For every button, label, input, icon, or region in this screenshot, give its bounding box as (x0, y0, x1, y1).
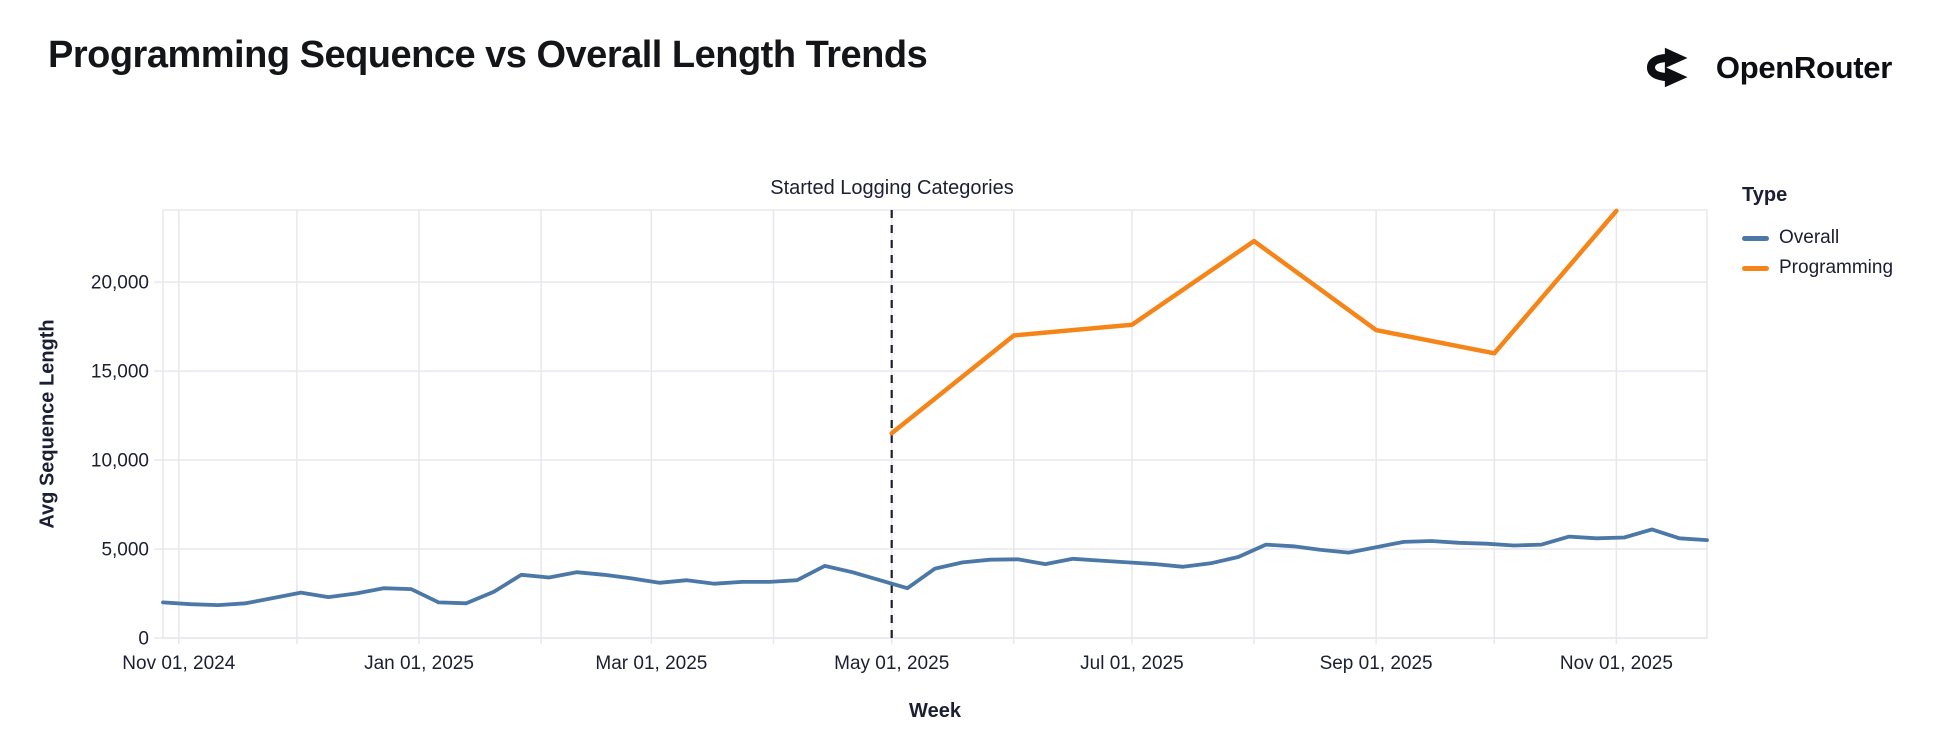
openrouter-icon (1646, 47, 1688, 88)
overall-swatch (1742, 235, 1769, 241)
brand-name: OpenRouter (1715, 49, 1892, 85)
legend-label: Overall (1779, 227, 1840, 248)
programming-swatch (1742, 265, 1769, 271)
brand-logo: OpenRouter (1644, 42, 1892, 93)
y-tick-label: 15,000 (91, 362, 149, 383)
x-tick-label: Jan 01, 2025 (364, 653, 474, 674)
x-tick-label: Jul 01, 2025 (1080, 653, 1184, 674)
x-tick-label: Mar 01, 2025 (595, 653, 707, 674)
y-tick-label: 10,000 (91, 451, 149, 472)
programming-line (889, 208, 1619, 436)
annotation-label: Started Logging Categories (770, 177, 1014, 199)
page-title: Programming Sequence vs Overall Length T… (48, 34, 928, 76)
legend-item-overall: Overall (1742, 223, 1893, 253)
plot-border (162, 209, 1708, 639)
overall-line (161, 527, 1709, 607)
y-tick-label: 5,000 (101, 540, 149, 561)
legend-item-programming: Programming (1742, 253, 1893, 283)
x-tick-label: Sep 01, 2025 (1320, 653, 1433, 674)
y-tick-label: 0 (138, 629, 149, 650)
legend-title: Type (1742, 184, 1788, 206)
x-axis-title: Week (909, 700, 961, 722)
x-tick-label: Nov 01, 2024 (122, 653, 235, 674)
x-tick-label: May 01, 2025 (834, 653, 949, 674)
x-tick-label: Nov 01, 2025 (1560, 653, 1673, 674)
legend: Type Overall Programming (1742, 184, 1893, 283)
legend-label: Programming (1779, 257, 1894, 278)
y-axis-title: Avg Sequence Length (36, 319, 59, 529)
y-tick-label: 20,000 (91, 273, 149, 294)
